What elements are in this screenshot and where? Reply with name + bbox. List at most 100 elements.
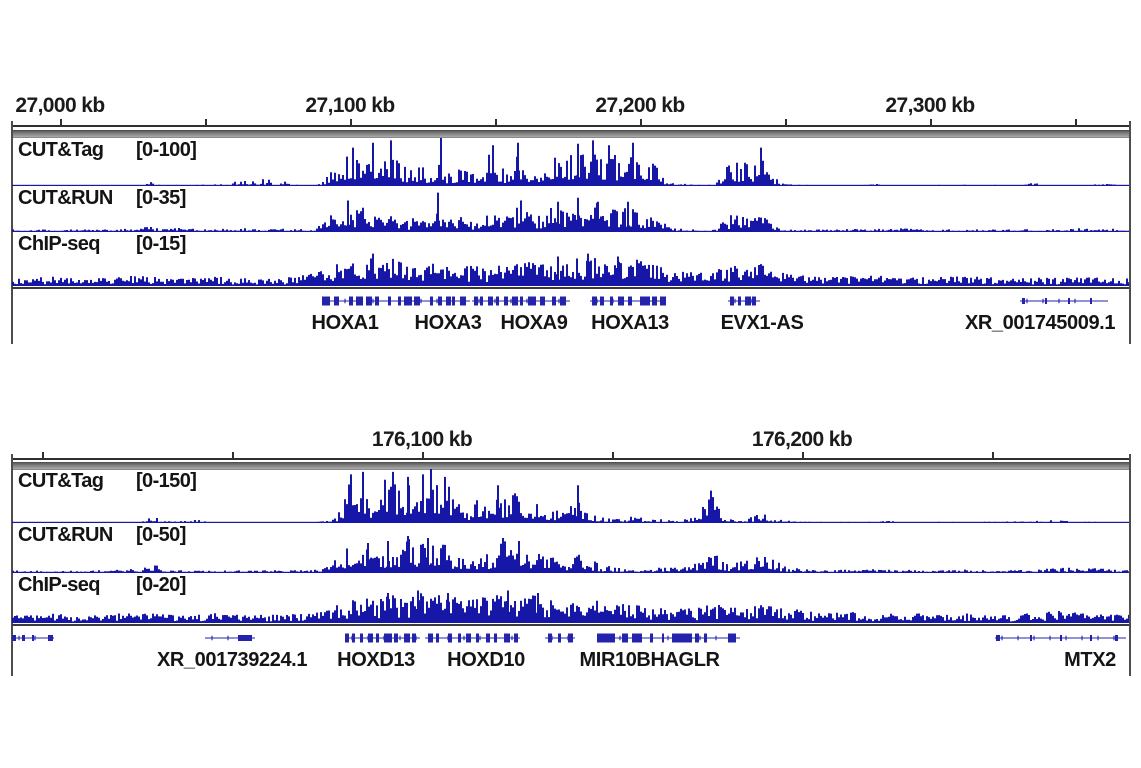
gene-exon-box [488, 296, 493, 306]
track-name-label: CUT&RUN [18, 524, 113, 546]
gene-annotation-track[interactable] [12, 629, 1129, 647]
gene-exon-box [376, 633, 379, 643]
signal-bars [12, 593, 1129, 623]
signal-baseline [12, 571, 1129, 573]
gene-exon-box [334, 296, 339, 306]
data-panel-bottom-border [12, 287, 1129, 289]
gene-intron-line [597, 635, 740, 641]
track-chip-seq[interactable]: ChIP-seq [0-20] [12, 573, 1129, 623]
signal-plot-cut-run[interactable] [12, 523, 1129, 573]
signal-baseline [12, 521, 1129, 523]
gene-exon-box [366, 296, 372, 306]
track-cut-run[interactable]: CUT&RUN [0-35] [12, 186, 1129, 232]
signal-plot-cut-run[interactable] [12, 186, 1129, 232]
gene-model-hoxa9[interactable] [472, 296, 570, 306]
axis-label-176-200-kb: 176,200 kb [751, 428, 853, 451]
gene-model-xr-001745009-1[interactable] [1020, 298, 1108, 304]
gene-exon-box [1030, 635, 1032, 641]
gene-exon-box [1068, 298, 1070, 304]
gene-model-mir10b[interactable] [545, 633, 575, 643]
gene-exon-box [520, 296, 523, 306]
track-range-label: [0-15] [136, 233, 186, 255]
gene-exon-box [48, 635, 53, 641]
gene-exon-box [660, 296, 666, 306]
gene-exon-box [560, 296, 566, 306]
gene-annotation-track[interactable] [12, 292, 1129, 310]
track-range-label: [0-35] [136, 187, 186, 209]
gene-exon-box [640, 296, 650, 306]
gene-model-hoxd13[interactable] [345, 633, 420, 643]
gene-exon-box [730, 296, 734, 306]
track-name-label: ChIP-seq [18, 574, 100, 596]
axis-label-27-200-kb: 27,200 kb [595, 94, 685, 117]
signal-plot-chip-seq[interactable] [12, 573, 1129, 623]
gene-exon-box [428, 633, 433, 643]
ruler-tick [1075, 119, 1077, 125]
gene-exon-box [1045, 298, 1047, 304]
gene-exon-box [388, 296, 391, 306]
gene-exon-box [452, 296, 455, 306]
gene-exon-box [322, 296, 330, 306]
gene-exon-box [558, 633, 561, 643]
gene-exon-box [430, 296, 433, 306]
gene-model-unlabeled[interactable] [12, 635, 54, 641]
gene-exon-box [412, 633, 416, 643]
track-chip-seq[interactable]: ChIP-seq [0-15] [12, 232, 1129, 286]
gene-exon-box [610, 296, 613, 306]
gene-exon-box [384, 633, 392, 643]
gene-exon-box [458, 633, 461, 643]
gene-exon-box [352, 633, 355, 643]
signal-plot-cut-tag[interactable] [12, 469, 1129, 523]
gene-exon-box [504, 633, 510, 643]
gene-model-evx1-as[interactable] [728, 296, 760, 306]
signal-baseline [12, 230, 1129, 232]
panel-divider [12, 462, 1129, 470]
gene-exon-box [704, 633, 707, 643]
track-cut-tag[interactable]: CUT&Tag [0-150] [12, 469, 1129, 523]
gene-exon-box [436, 633, 439, 643]
ruler-tick [495, 119, 497, 125]
track-cut-run[interactable]: CUT&RUN [0-50] [12, 523, 1129, 573]
gene-exon-box [414, 296, 420, 306]
gene-exon-box [632, 633, 642, 643]
signal-peak-spikes [350, 469, 712, 523]
gene-label-hoxa3: HOXA3 [414, 312, 482, 334]
data-panel-bottom-border [12, 624, 1129, 626]
ruler[interactable] [12, 125, 1129, 127]
signal-baseline [12, 284, 1129, 286]
gene-exon-box [695, 633, 699, 643]
ruler-tick [422, 452, 424, 458]
signal-peak-spikes [372, 253, 619, 286]
gene-exon-box [360, 633, 363, 643]
gene-model-hoxa1[interactable] [322, 296, 363, 306]
signal-plot-cut-tag[interactable] [12, 138, 1129, 186]
ruler[interactable] [12, 458, 1129, 460]
gene-exon-box [552, 296, 556, 306]
gene-exon-box [597, 633, 615, 643]
track-range-label: [0-100] [136, 139, 197, 161]
track-name-label: CUT&Tag [18, 139, 104, 161]
gene-label-hoxd10: HOXD10 [447, 649, 525, 671]
gene-exon-box [662, 633, 664, 643]
gene-exon-box [672, 633, 692, 643]
gene-model-hoxa13[interactable] [590, 296, 666, 306]
gene-exon-box [460, 296, 466, 306]
gene-label-hoxa1: HOXA1 [311, 312, 379, 334]
gene-exon-box [628, 296, 632, 306]
gene-exon-box [394, 633, 398, 643]
track-cut-tag[interactable]: CUT&Tag [0-100] [12, 138, 1129, 186]
gene-model-hoxd10[interactable] [425, 633, 520, 643]
signal-plot-chip-seq[interactable] [12, 232, 1129, 286]
gene-model-hoxa3[interactable] [366, 296, 470, 306]
gene-exon-box [600, 296, 604, 306]
ruler-tick [42, 452, 44, 458]
gene-model-haglr[interactable] [597, 633, 740, 643]
signal-bars [12, 258, 1129, 286]
track-range-label: [0-20] [136, 574, 186, 596]
gene-exon-box [349, 296, 353, 306]
gene-exon-box [22, 635, 25, 641]
gene-exon-box [438, 296, 442, 306]
gene-model-mtx2[interactable] [995, 635, 1126, 641]
gene-model-xr-001739224-1[interactable] [205, 635, 255, 641]
ruler-tick [350, 119, 352, 125]
